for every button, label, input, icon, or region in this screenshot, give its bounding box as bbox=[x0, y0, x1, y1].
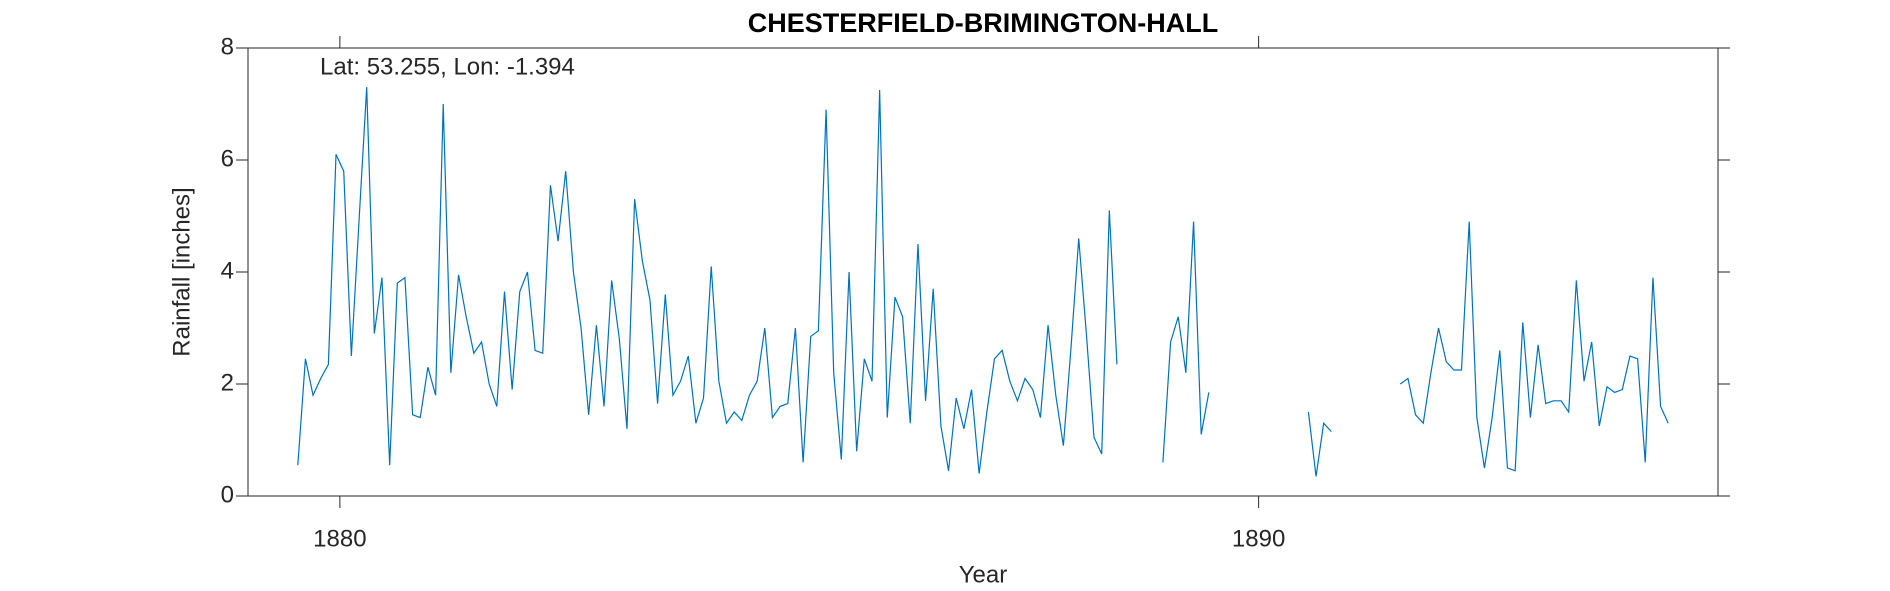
y-tick-label: 6 bbox=[221, 145, 234, 172]
annotation: Lat: 53.255, Lon: -1.394 bbox=[320, 53, 575, 80]
y-tick-label: 0 bbox=[221, 481, 234, 508]
data-line bbox=[297, 87, 1669, 477]
y-tick-label: 8 bbox=[221, 33, 234, 60]
x-tick-label: 1880 bbox=[313, 525, 366, 552]
y-axis-label: Rainfall [inches] bbox=[168, 187, 195, 356]
y-tick-label: 2 bbox=[221, 369, 234, 396]
x-axis-label: Year bbox=[959, 561, 1008, 588]
x-tick-label: 1890 bbox=[1232, 525, 1285, 552]
chart-title: CHESTERFIELD-BRIMINGTON-HALL bbox=[748, 8, 1218, 38]
axes-box bbox=[247, 47, 1719, 497]
y-tick-label: 4 bbox=[221, 257, 234, 284]
